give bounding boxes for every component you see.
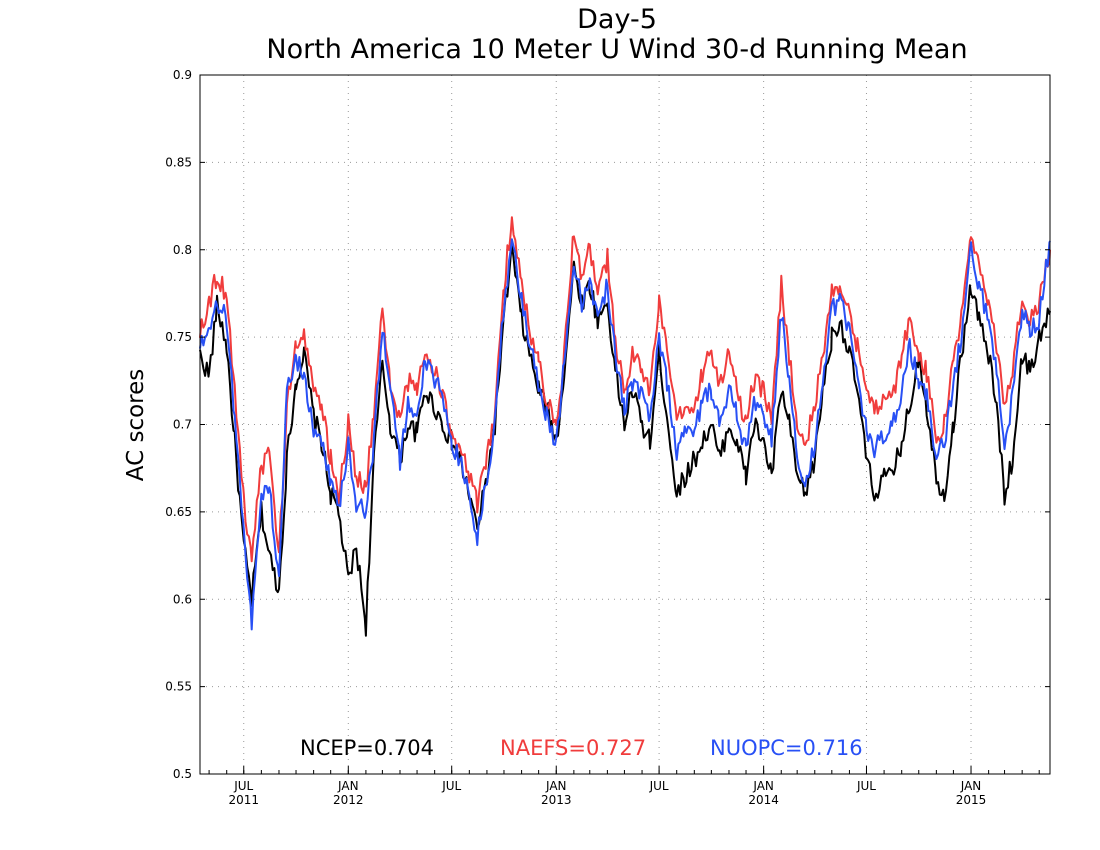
y-tick-label: 0.8: [173, 243, 192, 257]
y-tick-label: 0.55: [165, 680, 192, 694]
y-axis-label: AC scores: [123, 369, 149, 481]
x-tick-month-label: JUL: [649, 779, 669, 793]
y-axis-ticks: 0.5 0.55 0.6 0.65 0.7 0.75 0.8 0.85 0.9: [165, 68, 1050, 781]
legend: NCEP=0.704 NAEFS=0.727 NUOPC=0.716: [300, 736, 863, 760]
x-tick-month-label: JAN: [545, 779, 567, 793]
series-line-naefs: [199, 216, 1051, 563]
x-tick-month-label: JAN: [960, 779, 982, 793]
x-tick-year-label: 2013: [541, 793, 572, 807]
x-tick-year-label: 2012: [333, 793, 364, 807]
chart-subtitle: North America 10 Meter U Wind 30-d Runni…: [266, 34, 967, 65]
y-tick-label: 0.65: [165, 505, 192, 519]
y-tick-label: 0.7: [173, 418, 192, 432]
y-tick-label: 0.5: [173, 767, 192, 781]
y-tick-label: 0.9: [173, 68, 192, 82]
x-tick-year-label: 2014: [748, 793, 779, 807]
legend-entry-naefs: NAEFS=0.727: [500, 736, 646, 760]
y-tick-label: 0.75: [165, 330, 192, 344]
series-lines: [199, 216, 1051, 637]
x-tick-month-label: JUL: [233, 779, 253, 793]
x-tick-month-label: JAN: [752, 779, 774, 793]
legend-entry-ncep: NCEP=0.704: [300, 736, 434, 760]
grid-lines: [200, 75, 1050, 774]
x-tick-year-label: 2015: [956, 793, 987, 807]
series-line-nuopc: [199, 238, 1051, 631]
y-tick-label: 0.85: [165, 155, 192, 169]
y-tick-label: 0.6: [173, 592, 192, 606]
x-tick-month-label: JAN: [337, 779, 359, 793]
x-tick-month-label: JUL: [441, 779, 461, 793]
series-line-ncep: [199, 244, 1051, 637]
legend-entry-nuopc: NUOPC=0.716: [710, 736, 863, 760]
x-tick-year-label: 2011: [228, 793, 259, 807]
chart-title: Day-5: [577, 4, 657, 35]
x-tick-month-label: JUL: [856, 779, 876, 793]
